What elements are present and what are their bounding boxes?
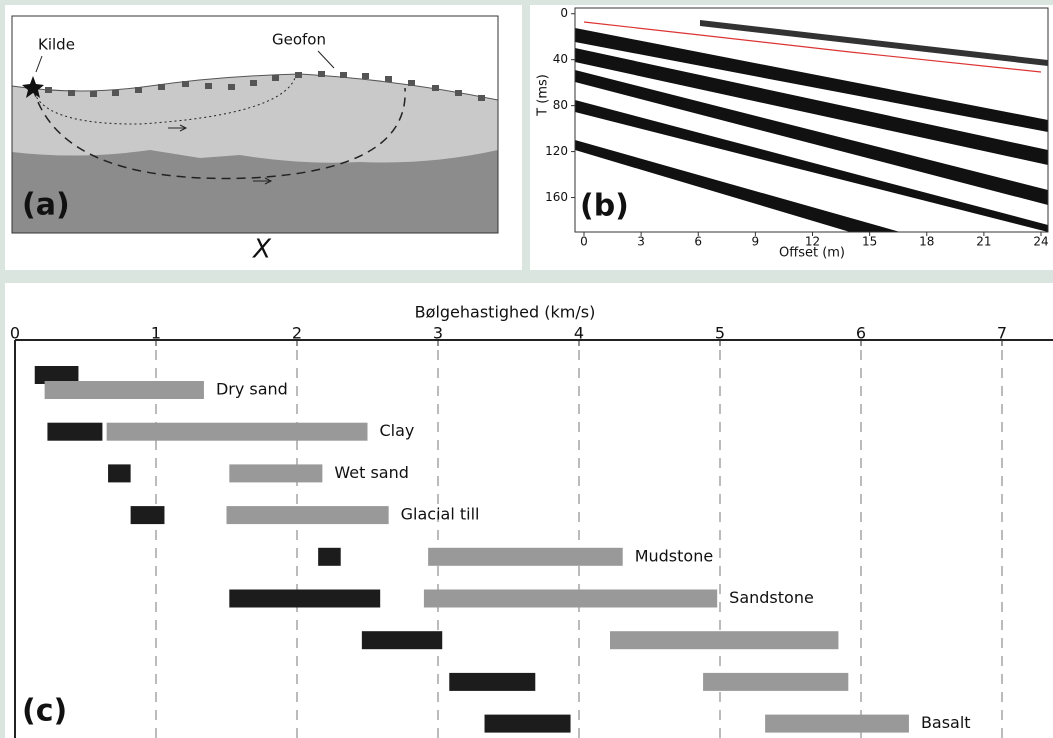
panel-label: (a) (22, 188, 70, 223)
x-tick-label: 0 (10, 324, 20, 343)
bar (229, 589, 381, 608)
x-tick-label: 24 (1033, 235, 1048, 249)
bar (484, 714, 571, 733)
category-label: Dry sand (216, 380, 288, 399)
x-tick-label: 18 (919, 235, 934, 249)
bar (108, 464, 131, 483)
category-label: Clay (380, 421, 415, 440)
y-tick-label: 120 (545, 144, 568, 158)
chart-title: Bølgehastighed (km/s) (415, 303, 596, 322)
x-tick-label: 5 (715, 324, 725, 343)
x-tick-label: 3 (637, 235, 645, 249)
y-tick-label: 40 (553, 52, 568, 66)
bar (130, 506, 165, 525)
traces (575, 20, 1048, 232)
category-label: Glacial till (401, 505, 480, 524)
y-tick-label: 80 (553, 98, 568, 112)
category-label: Basalt (921, 713, 971, 732)
arrow (253, 177, 273, 185)
pointer (35, 50, 335, 73)
layer-2 (12, 150, 498, 233)
bar (47, 422, 103, 441)
category-label: Sandstone (729, 588, 814, 607)
bar (34, 366, 79, 384)
bar (44, 381, 204, 399)
panel-c (5, 283, 1053, 738)
frame (574, 7, 1049, 233)
bar (361, 631, 443, 650)
y-tick-label: 0 (560, 6, 568, 20)
panel-a: Kilde Geofon (a) X (5, 5, 522, 270)
x-tick-label: 1 (151, 324, 161, 343)
bar (226, 506, 389, 525)
x-tick-label: 4 (574, 324, 584, 343)
frame (11, 15, 499, 234)
panel-label: (b) (580, 189, 629, 224)
bar (703, 672, 849, 691)
geophones (45, 71, 485, 101)
x-tick-label: 2 (292, 324, 302, 343)
x-tick-label: 12 (805, 235, 820, 249)
bar (610, 631, 839, 650)
arrow (168, 124, 188, 132)
direct-path (32, 77, 296, 125)
x-tick-label: 6 (694, 235, 702, 249)
bar (318, 547, 341, 566)
x-tick-label: 21 (976, 235, 991, 249)
axis-label: X (251, 235, 272, 265)
bar (765, 714, 909, 733)
bar (449, 672, 536, 691)
x-tick-label: 0 (580, 235, 588, 249)
bar (106, 422, 368, 441)
category-label: Wet sand (334, 463, 409, 482)
x-tick-label: 6 (856, 324, 866, 343)
panel-bg (5, 283, 1053, 738)
x-axis-label: Offset (m) (779, 246, 845, 261)
label-bg (578, 188, 630, 224)
x-tick-label: 15 (862, 235, 877, 249)
y-tick-label: 160 (545, 190, 568, 204)
receiver-label: Geofon (272, 31, 326, 49)
bar (423, 589, 718, 608)
source-star (22, 76, 44, 98)
x-tick-label: 9 (752, 235, 760, 249)
panel-label: (c) (22, 694, 67, 729)
x-tick-label: 3 (433, 324, 443, 343)
x-tick-label: 7 (997, 324, 1007, 343)
y-axis-label: T (ms) (536, 74, 551, 117)
source-label: Kilde (38, 36, 75, 54)
panel-b (530, 5, 1053, 270)
bar (428, 547, 623, 566)
category-label: Mudstone (635, 546, 713, 565)
bar (229, 464, 323, 483)
